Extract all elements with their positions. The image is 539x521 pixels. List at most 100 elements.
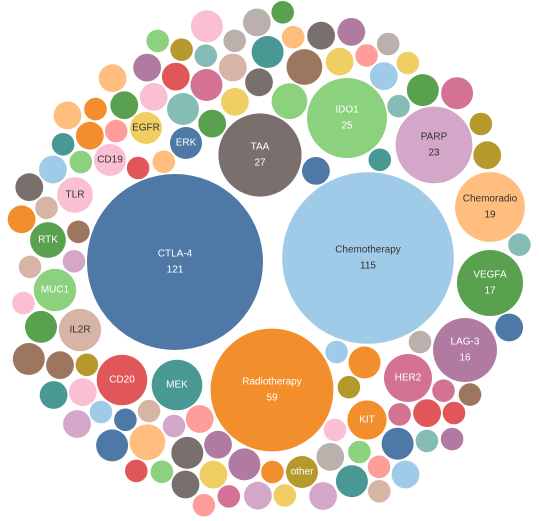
bubble (199, 460, 228, 489)
bubble (84, 97, 107, 121)
bubble (368, 480, 391, 503)
bubble (495, 313, 524, 342)
bubble (376, 32, 400, 56)
bubble (384, 354, 432, 402)
bubble (68, 378, 97, 407)
bubble (161, 62, 190, 91)
bubble (458, 383, 482, 406)
bubble (273, 484, 297, 507)
bubble (69, 150, 93, 174)
bubble-label: IL2R (69, 325, 90, 336)
bubble-label: TLR (66, 190, 85, 201)
bubble-value: 16 (459, 353, 471, 364)
bubble-label: RTK (38, 235, 58, 246)
bubble (25, 310, 57, 343)
bubble (146, 29, 169, 53)
bubble (302, 157, 330, 185)
bubble (469, 112, 493, 136)
bubble (307, 21, 335, 50)
bubble-label: Chemotherapy (335, 245, 401, 256)
bubble (441, 77, 474, 110)
bubble-value: 27 (254, 158, 266, 169)
bubble (152, 150, 176, 174)
bubble (433, 318, 497, 382)
bubble (406, 74, 439, 107)
bubble (170, 38, 193, 61)
bubble (51, 133, 75, 156)
bubble (162, 414, 186, 438)
bubble (396, 51, 420, 75)
bubble (243, 8, 271, 37)
bubble (30, 222, 66, 258)
bubble-label: VEGFA (473, 270, 507, 281)
bubble (223, 29, 246, 53)
bubble (337, 375, 361, 399)
bubble-value: 23 (428, 148, 440, 159)
bubble (473, 141, 502, 170)
bubble (58, 308, 102, 352)
bubble-label: ERK (176, 138, 197, 149)
bubble-value: 121 (167, 265, 184, 276)
bubble (133, 53, 162, 82)
bubble (170, 127, 202, 159)
bubble (271, 1, 295, 24)
bubble (261, 460, 284, 484)
bubble-label: LAG-3 (451, 337, 480, 348)
bubble (508, 233, 531, 256)
bubble (104, 119, 128, 143)
bubble-label: MEK (166, 380, 188, 391)
bubble (137, 399, 161, 423)
bubble (271, 83, 308, 120)
bubble (130, 112, 162, 144)
bubble-label: IDO1 (335, 105, 359, 116)
bubble (282, 172, 454, 344)
bubble (171, 470, 200, 499)
bubble (39, 381, 68, 409)
bubble (89, 400, 113, 424)
bubble (75, 353, 99, 377)
bubble (33, 268, 77, 312)
bubble (126, 156, 150, 180)
bubble-label: HER2 (395, 373, 422, 384)
bubble-label: other (291, 467, 314, 478)
bubble (190, 10, 223, 43)
bubble (309, 482, 337, 510)
bubble (96, 354, 148, 406)
bubble (432, 379, 455, 403)
bubble (316, 443, 345, 471)
bubble (35, 196, 58, 220)
bubble (286, 456, 318, 488)
bubble (281, 25, 305, 49)
bubble (455, 172, 525, 242)
bubble (62, 249, 86, 273)
bubble (244, 481, 272, 510)
bubble (150, 460, 174, 484)
bubble (408, 330, 432, 354)
bubble (46, 351, 74, 380)
bubble (67, 220, 90, 244)
bubble-label: Chemoradio (463, 194, 518, 205)
bubble-value: 25 (341, 121, 353, 132)
bubble (198, 109, 227, 138)
bubble (413, 399, 441, 427)
bubble (114, 408, 137, 432)
bubble (251, 36, 284, 68)
bubble (415, 429, 439, 453)
bubble (57, 177, 93, 213)
bubble (39, 155, 67, 184)
bubble (442, 401, 466, 425)
bubble (18, 255, 42, 279)
bubble (337, 18, 366, 46)
bubble-label: PARP (421, 132, 448, 143)
bubble (75, 121, 104, 150)
bubble (94, 144, 126, 176)
bubble-label: CD19 (97, 155, 123, 166)
bubble (368, 148, 392, 172)
bubble (325, 47, 354, 76)
bubble-label: MUC1 (41, 285, 70, 296)
bubble (87, 174, 263, 350)
bubble (192, 493, 216, 517)
bubble (125, 459, 148, 483)
bubble (210, 328, 334, 452)
bubble (96, 429, 129, 462)
